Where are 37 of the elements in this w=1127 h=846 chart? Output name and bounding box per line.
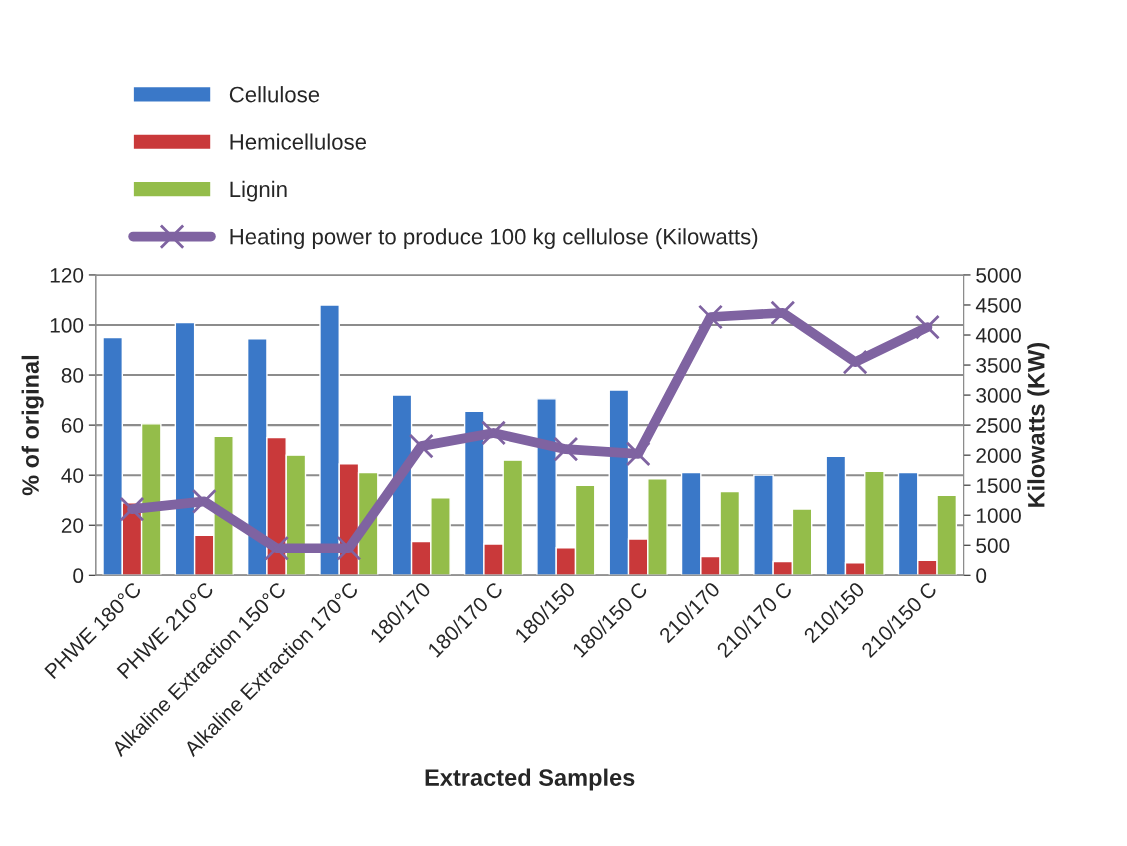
point: [914, 314, 940, 340]
y2-tick-label: 4000: [975, 328, 1021, 343]
y-tick-label: 80: [61, 368, 84, 383]
x-axis-title: Extracted Samples: [425, 768, 635, 791]
y-axis-title: % of original: [21, 355, 44, 496]
point: [408, 433, 434, 459]
y2-tick-label: 2000: [976, 448, 1021, 463]
point: [336, 535, 362, 561]
point: [264, 535, 290, 561]
y-tick-label: 120: [50, 267, 84, 283]
y2-tick-label: 5000: [976, 267, 1021, 283]
y2-tick-label: 4500: [975, 297, 1021, 313]
point: [119, 496, 145, 522]
point: [842, 349, 868, 375]
y2-tick-label: 2500: [976, 418, 1021, 433]
y2-axis-title: Kilowatts (KW): [1027, 343, 1050, 507]
point: [697, 304, 723, 330]
legend-label: Hemicellulose: [230, 133, 367, 150]
legend-label: Cellulose: [229, 86, 320, 103]
y-tick-label: 40: [61, 468, 84, 483]
point: [770, 300, 796, 326]
legend-label: Heating power to produce 100 kg cellulose (Kilowatts): [230, 228, 758, 249]
y2-tick-label: 0: [976, 568, 987, 584]
point: [625, 441, 651, 467]
point: [191, 488, 217, 514]
y2-tick-label: 3500: [976, 358, 1021, 373]
legend-label: Lignin: [230, 180, 287, 202]
point: [553, 436, 579, 462]
y2-tick-label: 1000: [976, 508, 1021, 523]
y2-tick-label: 3000: [976, 388, 1021, 403]
y-tick-label: 20: [61, 518, 84, 533]
y-tick-label: 0: [73, 568, 84, 584]
y-tick-label: 100: [50, 318, 84, 333]
point: [481, 420, 507, 446]
y-tick-label: 60: [61, 418, 84, 433]
y2-tick-label: 500: [976, 538, 1010, 553]
y2-tick-label: 1500: [976, 478, 1021, 493]
